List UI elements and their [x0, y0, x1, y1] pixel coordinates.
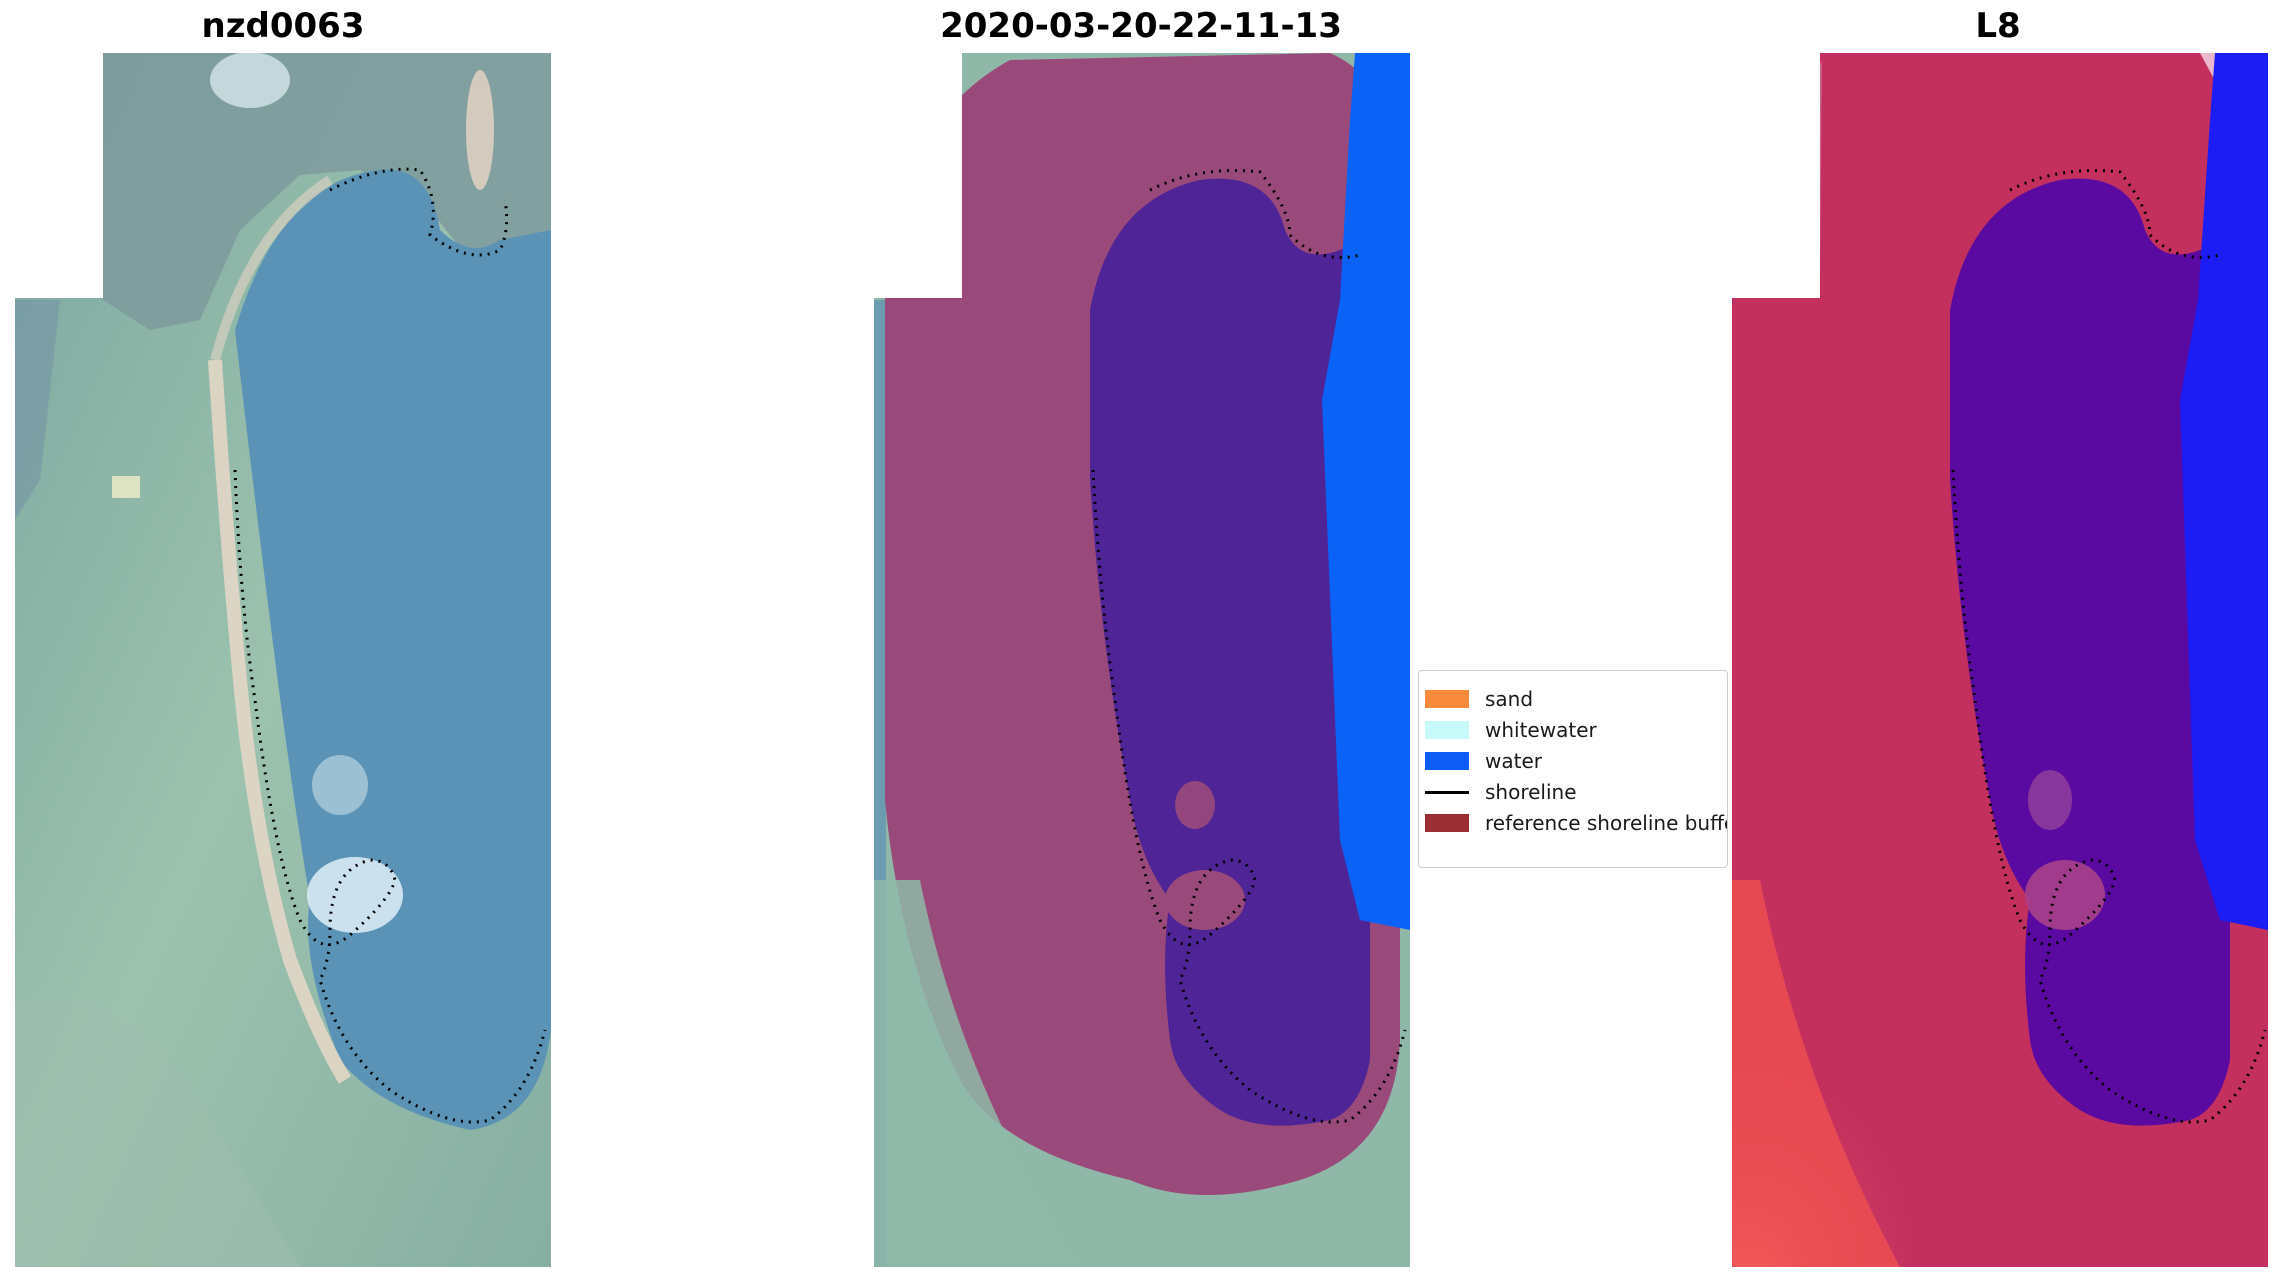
legend-label: reference shoreline buffer	[1485, 811, 1728, 835]
legend-label: water	[1485, 749, 1542, 773]
panel-title-classification: 2020-03-20-22-11-13	[940, 6, 1342, 46]
legend: sand whitewater water shoreline referenc…	[1418, 670, 1728, 868]
panel-title-index: L8	[1975, 6, 2021, 46]
legend-label: sand	[1485, 687, 1534, 711]
legend-label: shoreline	[1485, 780, 1577, 804]
water-swatch	[1425, 752, 1469, 770]
legend-item-reference-buffer: reference shoreline buffer	[1425, 809, 1728, 837]
panel-title-rgb: nzd0063	[201, 6, 365, 46]
legend-item-whitewater: whitewater	[1425, 716, 1597, 744]
legend-item-shoreline: shoreline	[1425, 778, 1577, 806]
shoreline-line-marker	[1425, 790, 1469, 794]
legend-label: whitewater	[1485, 718, 1597, 742]
legend-item-water: water	[1425, 747, 1542, 775]
legend-item-sand: sand	[1425, 685, 1533, 713]
reference-buffer-swatch	[1425, 814, 1469, 832]
whitewater-swatch	[1425, 721, 1469, 739]
sand-swatch	[1425, 690, 1469, 708]
